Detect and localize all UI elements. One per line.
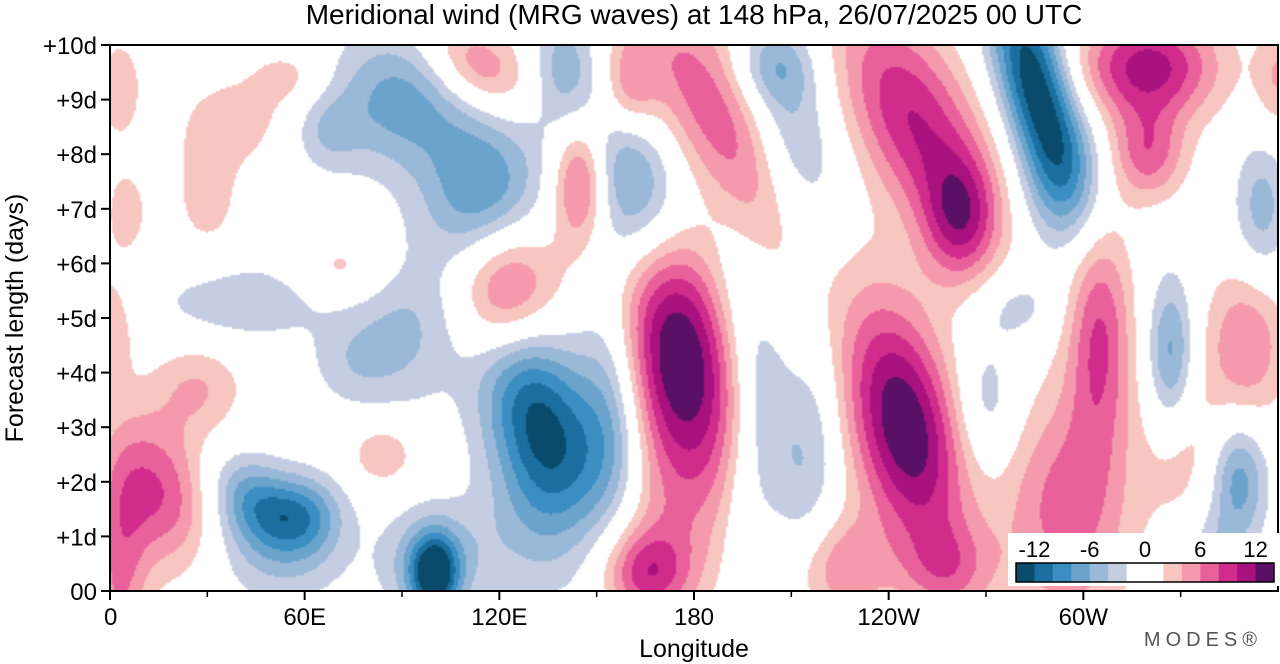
colorbar-tick-label: 0 — [1139, 537, 1151, 562]
y-tick-label: 00 — [70, 579, 97, 606]
colorbar-swatch — [1071, 563, 1091, 582]
colorbar-swatch — [1145, 563, 1164, 582]
y-tick-label: +4d — [56, 361, 97, 388]
colorbar-tick-label: 6 — [1194, 537, 1206, 562]
y-axis: 00 +1d +2d +3d +4d +5d +6d +7d +8d +9d +10d — [43, 33, 110, 606]
y-tick-label: +8d — [56, 142, 97, 169]
y-tick-label: +7d — [56, 197, 97, 224]
y-tick-label: +2d — [56, 470, 97, 497]
y-axis-label: Forecast length (days) — [1, 194, 29, 443]
x-tick-label: 120W — [857, 604, 920, 631]
colorbar-swatch — [1089, 563, 1109, 582]
colorbar-swatch — [1163, 563, 1183, 582]
x-tick-label: 60W — [1059, 604, 1109, 631]
colorbar-swatch — [1126, 563, 1146, 582]
colorbar-swatch — [1237, 563, 1257, 582]
x-tick-label: 120E — [471, 604, 527, 631]
y-tick-label: +3d — [56, 415, 97, 442]
colorbar-frame — [1015, 562, 1275, 583]
watermark: MODES® — [1144, 629, 1262, 651]
colorbar-tick-label: 12 — [1243, 537, 1267, 562]
y-tick-label: +5d — [56, 306, 97, 333]
y-tick-label: +9d — [56, 88, 97, 115]
y-tick-label: +10d — [43, 33, 97, 60]
x-tick-label: 60E — [283, 604, 326, 631]
colorbar-swatch — [1181, 563, 1201, 582]
colorbar-tick-label: -12 — [1019, 537, 1051, 562]
colorbar-swatch — [1016, 563, 1035, 582]
colorbar-tick-label: -6 — [1080, 537, 1100, 562]
colorbar-swatch — [1218, 563, 1238, 582]
colorbar-swatch — [1108, 563, 1128, 582]
x-tick-label: 180 — [674, 604, 714, 631]
colorbar: -12 -6 0 6 12 — [1008, 533, 1280, 586]
y-tick-label: +1d — [56, 524, 97, 551]
colorbar-swatch — [1200, 563, 1220, 582]
y-tick-label: +6d — [56, 251, 97, 278]
plot-area — [110, 45, 1278, 591]
x-axis-label: Longitude — [639, 635, 749, 663]
colorbar-swatch — [1052, 563, 1072, 582]
chart-title: Meridional wind (MRG waves) at 148 hPa, … — [306, 0, 1083, 30]
x-tick-label: 0 — [104, 604, 117, 631]
x-axis: 0 60E 120E 180 120W 60W — [104, 591, 1182, 631]
colorbar-swatch — [1034, 563, 1054, 582]
colorbar-swatch — [1255, 563, 1275, 582]
wind-field — [110, 45, 1278, 591]
